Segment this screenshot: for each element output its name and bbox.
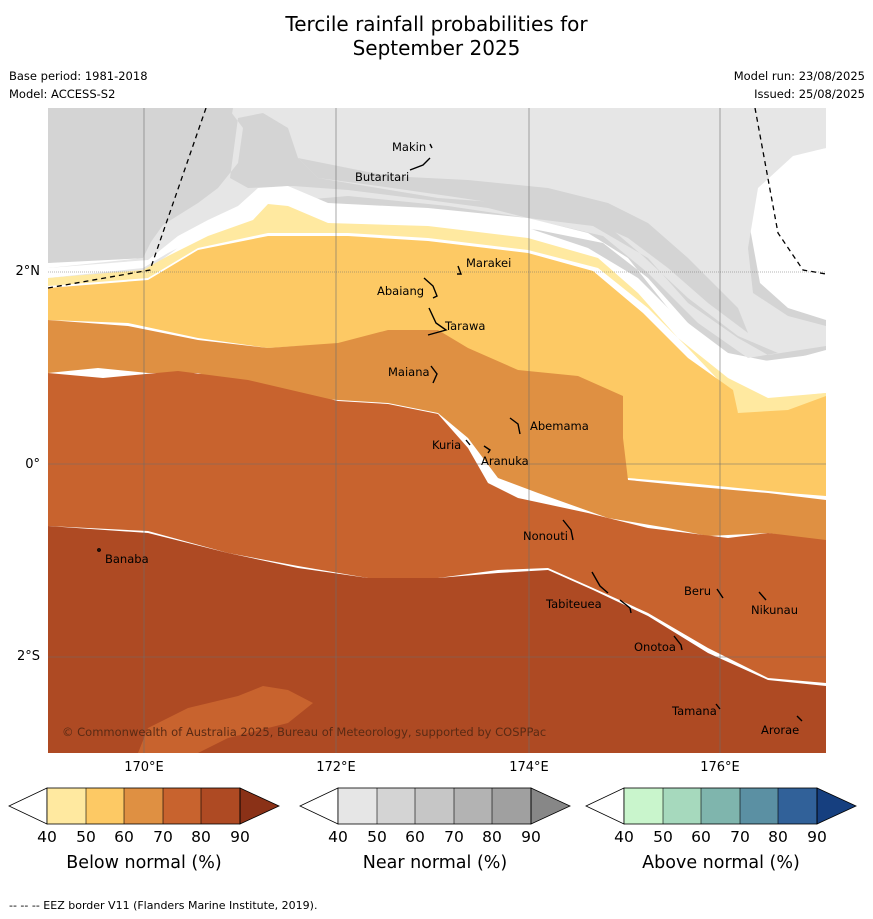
model-run: Model run: 23/08/2025 (733, 69, 865, 83)
colorbar-above-bin-1 (624, 788, 663, 824)
colorbar-above-high-extend (816, 787, 857, 825)
colorbar-below-bin-3 (124, 788, 163, 824)
colorbar-above-bin-3 (701, 788, 740, 824)
lat-label-2n: 2°N (15, 264, 41, 279)
near-normal-50-area (48, 108, 826, 358)
near-normal-top-center (298, 158, 748, 333)
below-normal-60-area (48, 236, 826, 496)
colorbar-below-bin-4 (163, 788, 201, 824)
colorbar-near-bin-3 (415, 788, 454, 824)
colorbar-below-title: Below normal (%) (66, 853, 222, 873)
island-label-arorae: Arorae (761, 723, 799, 737)
island-label-maiana: Maiana (388, 365, 430, 379)
below-normal-80-area (48, 371, 826, 683)
colorbar-near-bin-2 (377, 788, 415, 824)
island-label-butaritari: Butaritari (355, 170, 409, 184)
tick: 70 (153, 828, 173, 846)
colorbar-above-bin-5 (778, 788, 817, 824)
white-notch-right (798, 148, 826, 206)
colorbar-above-bin-2 (663, 788, 701, 824)
tick: 70 (444, 828, 464, 846)
map-title: Tercile rainfall probabilities for Septe… (0, 12, 873, 60)
base-period: Base period: 1981-2018 (9, 69, 148, 83)
tick: 60 (114, 828, 134, 846)
island-label-abaiang: Abaiang (377, 284, 424, 298)
island-labels: Makin Butaritari Marakei Abaiang Tarawa … (105, 140, 799, 737)
meta-right: Model run: 23/08/2025 Issued: 25/08/2025 (734, 67, 865, 103)
colorbar-below-bin-1 (47, 788, 86, 824)
copyright-notice: © Commonwealth of Australia 2025, Bureau… (62, 725, 546, 739)
colorbar-near-low-extend (299, 787, 339, 825)
tick: 50 (76, 828, 96, 846)
eez-borders (48, 108, 826, 289)
colorbar-near-normal (299, 787, 571, 825)
colorbar-below-bin-5 (201, 788, 240, 824)
colorbar-below-svg (8, 787, 280, 825)
island-label-kuria: Kuria (432, 438, 461, 452)
tick: 90 (521, 828, 541, 846)
island-outlines (97, 143, 803, 722)
model-name: Model: ACCESS-S2 (9, 87, 116, 101)
tick: 90 (807, 828, 827, 846)
tick: 80 (482, 828, 502, 846)
island-label-banaba: Banaba (105, 552, 149, 566)
grid-lines (48, 108, 826, 753)
island-label-marakei: Marakei (466, 256, 511, 270)
lat-label-0: 0° (25, 457, 40, 472)
island-label-makin: Makin (392, 140, 426, 154)
tick: 90 (230, 828, 250, 846)
tick: 80 (191, 828, 211, 846)
below-normal-80-patch (138, 686, 313, 753)
colorbar-above-bin-4 (740, 788, 778, 824)
island-label-abemama: Abemama (530, 419, 589, 433)
island-label-tabiteuea: Tabiteuea (545, 597, 602, 611)
title-line-2: September 2025 (352, 36, 521, 60)
island-label-beru: Beru (684, 584, 711, 598)
colorbar-above-title: Above normal (%) (642, 853, 800, 873)
issued-date: Issued: 25/08/2025 (754, 87, 865, 101)
colorbar-below-normal (8, 787, 280, 825)
colorbar-below-bin-2 (86, 788, 124, 824)
probability-map: Makin Butaritari Marakei Abaiang Tarawa … (48, 108, 826, 753)
map-svg: Makin Butaritari Marakei Abaiang Tarawa … (48, 108, 826, 753)
island-label-aranuka: Aranuka (481, 454, 529, 468)
colorbar-near-svg (299, 787, 571, 825)
lon-label-170e: 170°E (124, 760, 164, 775)
lon-label-176e: 176°E (700, 760, 740, 775)
colorbar-above-normal (585, 787, 857, 825)
island-label-tamana: Tamana (671, 704, 717, 718)
tick: 60 (405, 828, 425, 846)
colorbar-above-svg (585, 787, 857, 825)
tick: 50 (367, 828, 387, 846)
below-normal-70-area (48, 320, 826, 542)
tick: 70 (730, 828, 750, 846)
tick: 60 (691, 828, 711, 846)
colorbar-above-low-extend (585, 787, 625, 825)
colorbar-near-title: Near normal (%) (362, 853, 508, 873)
title-line-1: Tercile rainfall probabilities for (285, 12, 588, 36)
colorbar-below-low-extend (8, 787, 48, 825)
eez-footnote: -- -- -- EEZ border V11 (Flanders Marine… (9, 899, 318, 912)
near-normal-top-left (48, 108, 233, 263)
lon-label-172e: 172°E (316, 760, 356, 775)
colorbar-near-bin-4 (454, 788, 492, 824)
lon-label-174e: 174°E (509, 760, 549, 775)
lat-label-2s: 2°S (16, 649, 40, 664)
island-label-tarawa: Tarawa (444, 319, 485, 333)
island-label-nikunau: Nikunau (751, 603, 798, 617)
tick: 80 (768, 828, 788, 846)
colorbar-near-bin-5 (492, 788, 531, 824)
colorbar-near-bin-1 (338, 788, 377, 824)
tick: 40 (614, 828, 634, 846)
colorbar-near-high-extend (530, 787, 571, 825)
tick: 40 (328, 828, 348, 846)
colorbar-below-high-extend (239, 787, 280, 825)
below-normal-50-area (48, 204, 826, 413)
tick: 50 (653, 828, 673, 846)
tick: 40 (37, 828, 57, 846)
island-label-nonouti: Nonouti (523, 529, 568, 543)
island-label-onotoa: Onotoa (634, 640, 676, 654)
meta-left: Base period: 1981-2018 Model: ACCESS-S2 (9, 67, 148, 103)
